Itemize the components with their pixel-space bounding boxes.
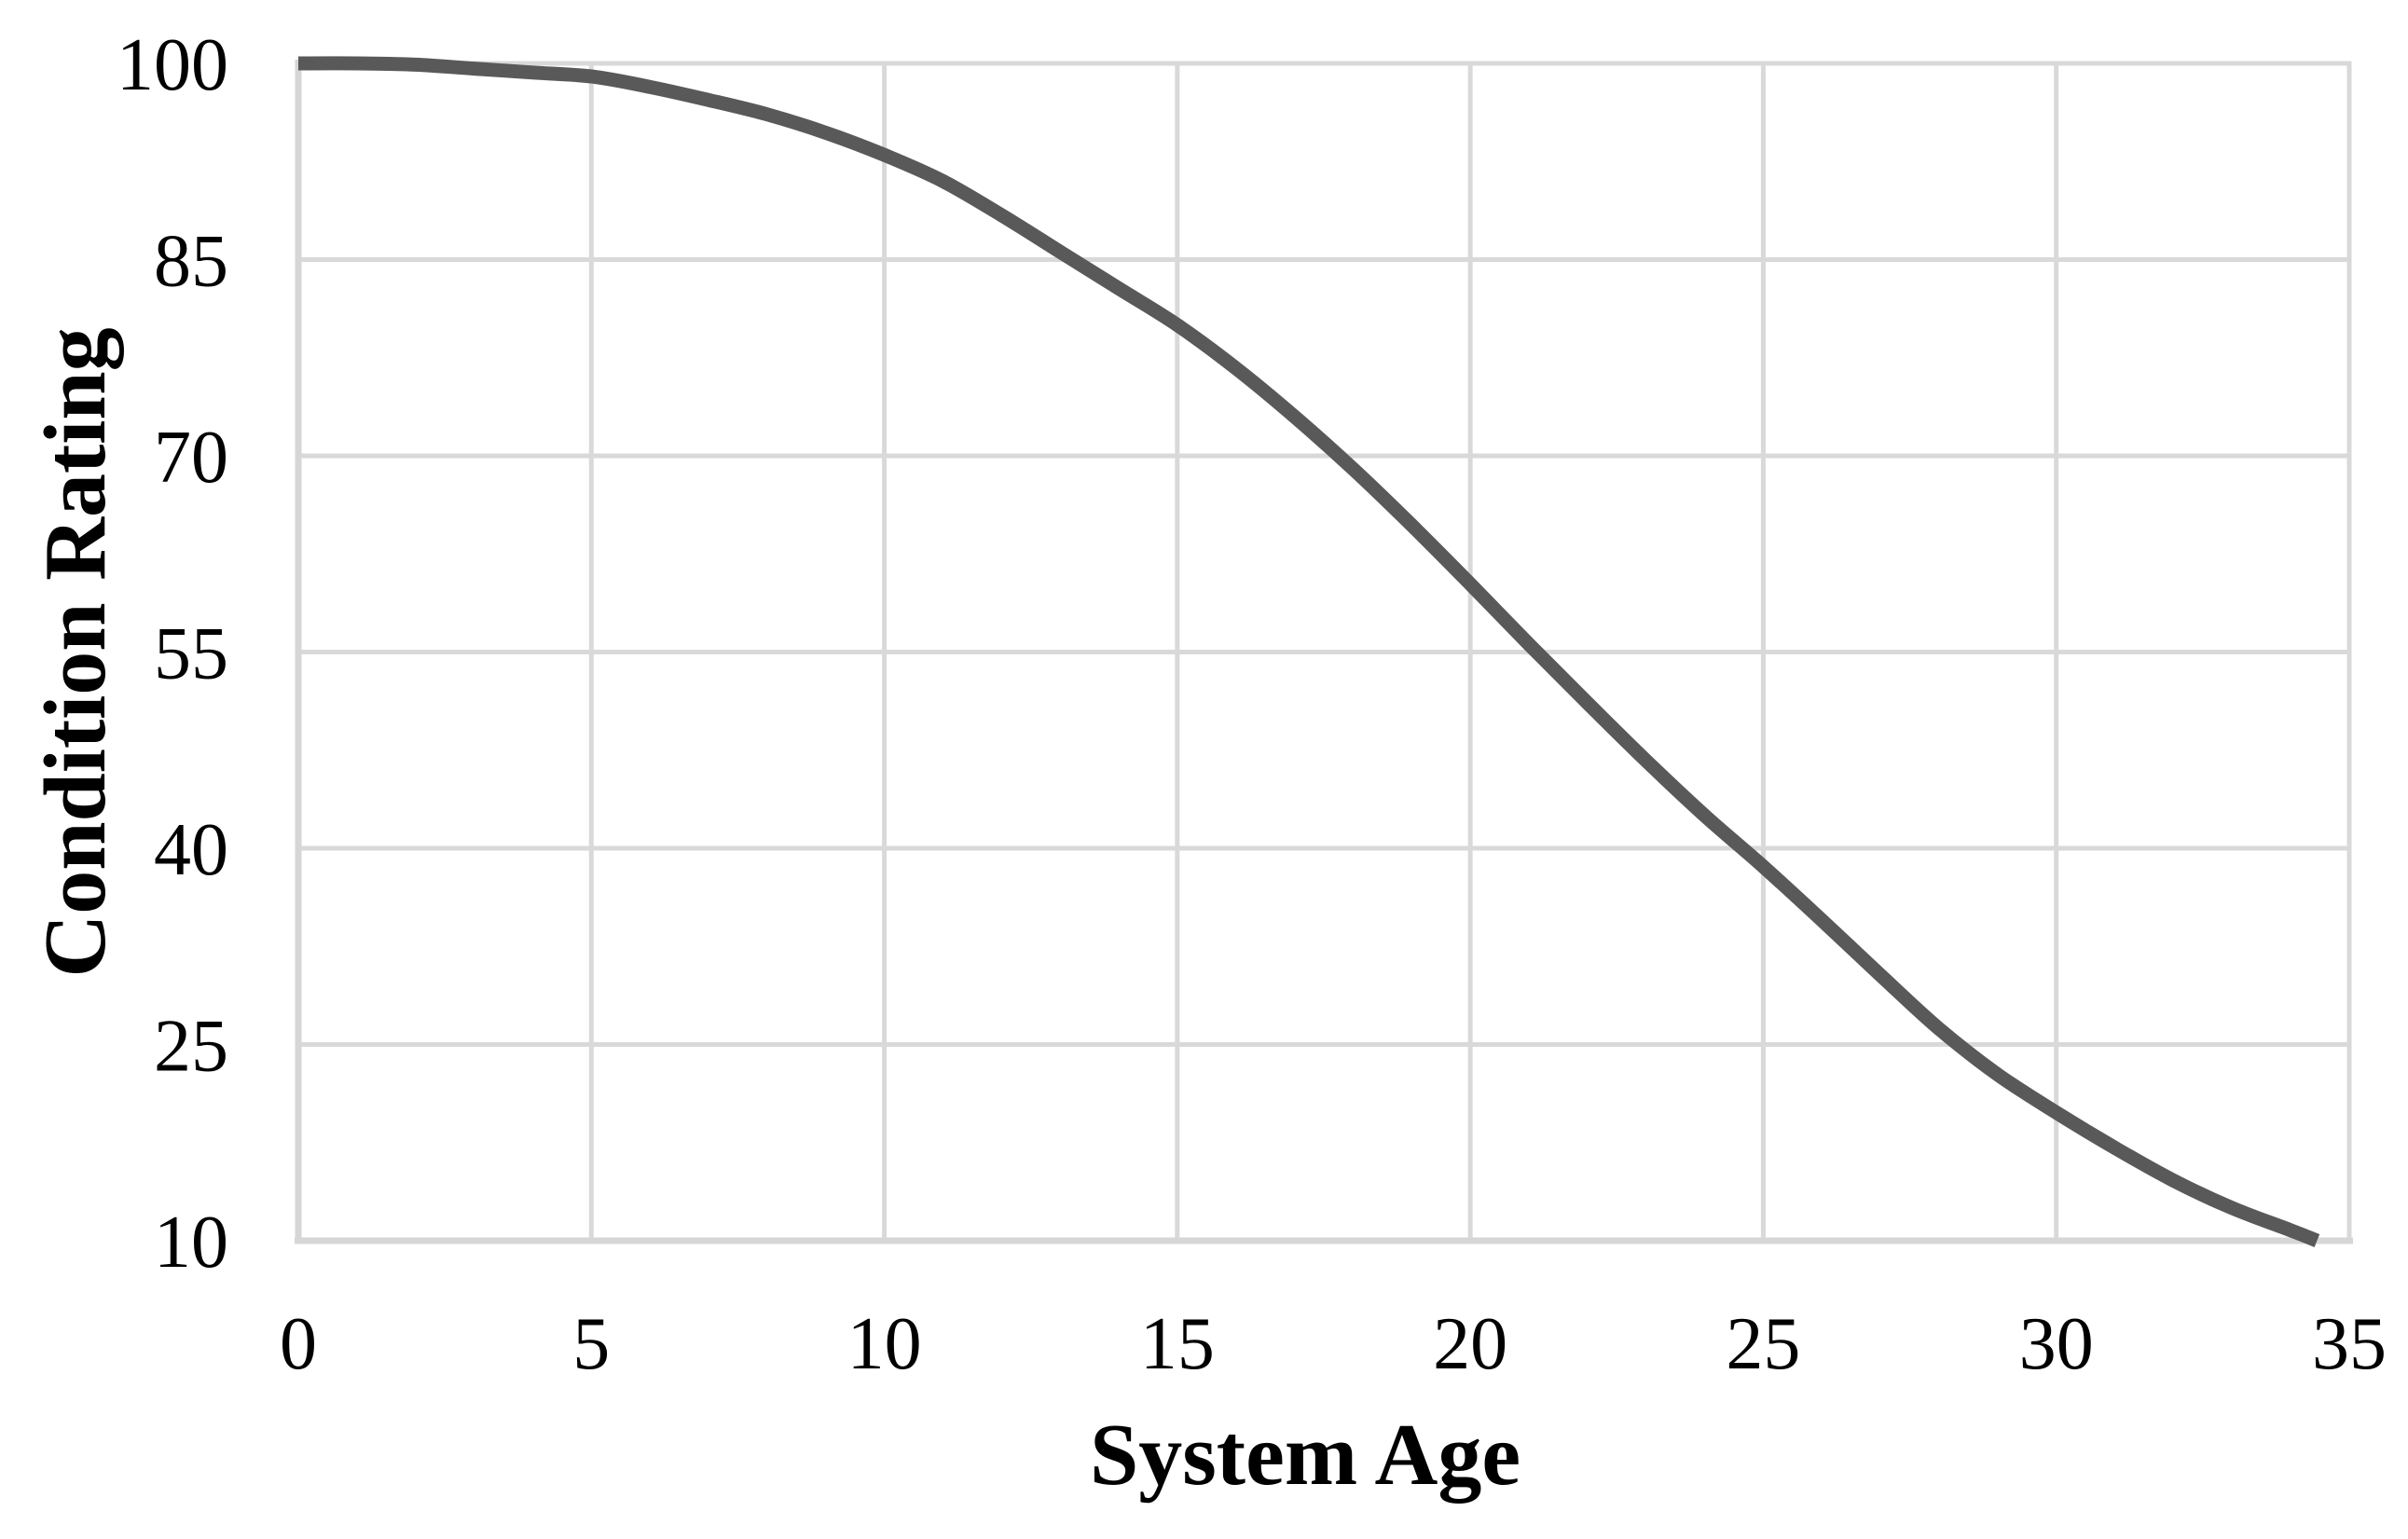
- x-tick-label: 30: [2019, 1303, 2094, 1385]
- y-tick-label: 55: [154, 613, 228, 695]
- y-axis-tick-labels: 10 25 40 55 70 85 100: [117, 24, 228, 1284]
- x-axis-title: System Age: [1090, 1407, 1520, 1504]
- x-tick-label: 0: [280, 1303, 317, 1385]
- x-tick-label: 10: [847, 1303, 922, 1385]
- x-tick-label: 25: [1726, 1303, 1800, 1385]
- x-tick-label: 35: [2312, 1303, 2387, 1385]
- condition-curve: [297, 56, 2320, 1247]
- x-tick-label: 15: [1140, 1303, 1215, 1385]
- axis-lines: [295, 60, 2353, 1244]
- x-tick-label: 5: [572, 1303, 610, 1385]
- y-tick-label: 70: [154, 417, 228, 499]
- y-tick-label: 25: [154, 1006, 228, 1088]
- y-tick-label: 85: [154, 221, 228, 303]
- x-tick-label: 20: [1433, 1303, 1507, 1385]
- y-tick-label: 10: [154, 1202, 228, 1284]
- y-tick-label: 100: [117, 24, 228, 106]
- y-tick-label: 40: [154, 809, 228, 891]
- x-axis-tick-labels: 0 5 10 15 20 25 30 35: [280, 1303, 2387, 1385]
- y-axis-title: Condition Rating: [27, 327, 124, 977]
